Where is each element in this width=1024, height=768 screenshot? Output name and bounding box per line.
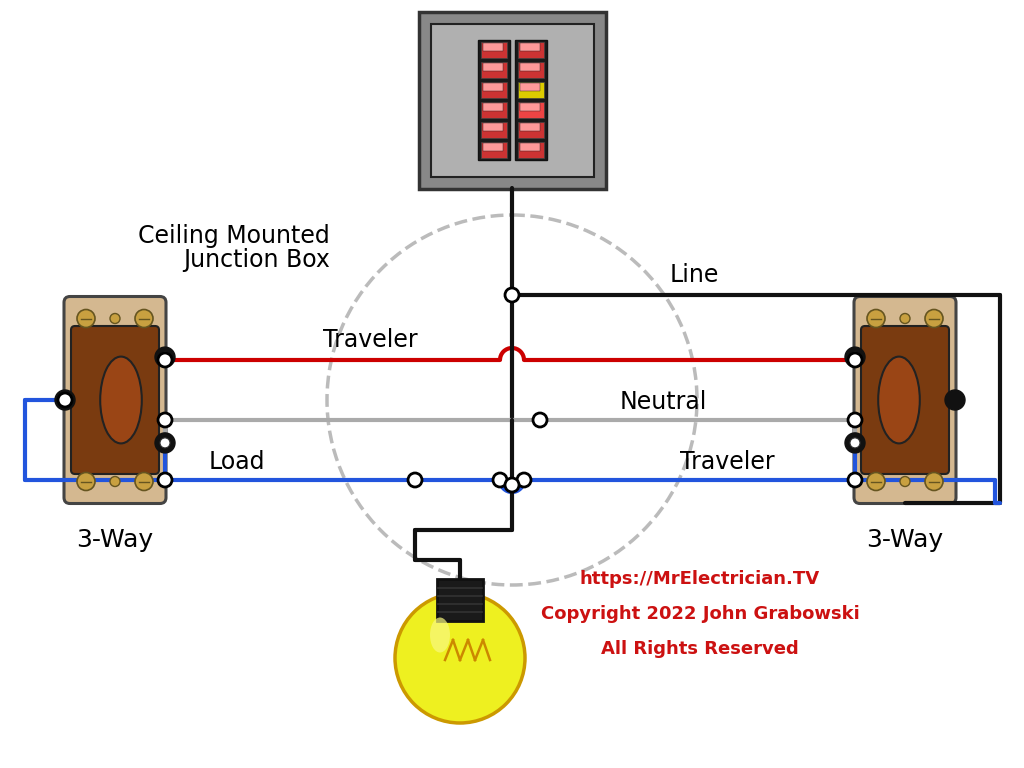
- Circle shape: [850, 438, 860, 448]
- Circle shape: [925, 472, 943, 491]
- Text: Junction Box: Junction Box: [183, 248, 330, 272]
- Bar: [480, 122, 507, 138]
- Circle shape: [848, 353, 862, 367]
- Bar: [482, 63, 503, 71]
- Circle shape: [900, 476, 910, 486]
- Text: Neutral: Neutral: [620, 390, 708, 414]
- Bar: [517, 62, 544, 78]
- Bar: [482, 83, 503, 91]
- Bar: [519, 143, 540, 151]
- Circle shape: [505, 288, 519, 302]
- Bar: [514, 40, 547, 160]
- Bar: [517, 82, 544, 98]
- Bar: [519, 103, 540, 111]
- Bar: [519, 43, 540, 51]
- Circle shape: [77, 310, 95, 327]
- Circle shape: [848, 473, 862, 487]
- Bar: [519, 123, 540, 131]
- Bar: [517, 142, 544, 158]
- Text: All Rights Reserved: All Rights Reserved: [601, 640, 799, 658]
- FancyBboxPatch shape: [437, 579, 483, 621]
- Circle shape: [110, 476, 120, 486]
- Circle shape: [158, 353, 172, 367]
- Bar: [482, 123, 503, 131]
- Circle shape: [900, 313, 910, 323]
- Bar: [519, 83, 540, 91]
- Text: 3-Way: 3-Way: [77, 528, 154, 551]
- Circle shape: [155, 433, 175, 453]
- Bar: [517, 42, 544, 58]
- Circle shape: [155, 347, 175, 367]
- Circle shape: [160, 438, 170, 448]
- Circle shape: [845, 347, 865, 367]
- Bar: [519, 63, 540, 71]
- Circle shape: [135, 310, 153, 327]
- Circle shape: [848, 413, 862, 427]
- Circle shape: [925, 310, 943, 327]
- Circle shape: [517, 473, 531, 487]
- Text: Line: Line: [670, 263, 720, 287]
- Text: Ceiling Mounted: Ceiling Mounted: [138, 224, 330, 248]
- Ellipse shape: [100, 356, 141, 443]
- Bar: [517, 102, 544, 118]
- Circle shape: [867, 472, 885, 491]
- Bar: [480, 82, 507, 98]
- Bar: [480, 102, 507, 118]
- Text: Traveler: Traveler: [323, 328, 418, 352]
- Circle shape: [493, 473, 507, 487]
- FancyBboxPatch shape: [430, 24, 594, 177]
- FancyBboxPatch shape: [854, 296, 956, 504]
- Bar: [477, 40, 510, 160]
- Circle shape: [534, 413, 547, 427]
- Circle shape: [77, 472, 95, 491]
- Text: Copyright 2022 John Grabowski: Copyright 2022 John Grabowski: [541, 605, 859, 623]
- Text: https://MrElectrician.TV: https://MrElectrician.TV: [580, 570, 820, 588]
- Text: Load: Load: [209, 450, 265, 474]
- Circle shape: [850, 352, 860, 362]
- Circle shape: [110, 313, 120, 323]
- Ellipse shape: [879, 356, 920, 443]
- Circle shape: [160, 352, 170, 362]
- Text: Traveler: Traveler: [680, 450, 774, 474]
- Circle shape: [55, 390, 75, 410]
- FancyBboxPatch shape: [71, 326, 159, 474]
- Bar: [480, 62, 507, 78]
- Bar: [517, 122, 544, 138]
- Circle shape: [135, 472, 153, 491]
- Bar: [480, 42, 507, 58]
- Bar: [482, 143, 503, 151]
- Circle shape: [845, 433, 865, 453]
- Circle shape: [408, 473, 422, 487]
- Circle shape: [945, 390, 965, 410]
- Bar: [482, 43, 503, 51]
- FancyBboxPatch shape: [63, 296, 166, 504]
- Circle shape: [505, 478, 519, 492]
- FancyBboxPatch shape: [419, 12, 605, 188]
- Circle shape: [58, 393, 72, 407]
- Ellipse shape: [430, 617, 450, 653]
- Circle shape: [158, 413, 172, 427]
- Text: 3-Way: 3-Way: [866, 528, 943, 551]
- Bar: [482, 103, 503, 111]
- Circle shape: [158, 473, 172, 487]
- Circle shape: [395, 593, 525, 723]
- Bar: [480, 142, 507, 158]
- Circle shape: [867, 310, 885, 327]
- FancyBboxPatch shape: [861, 326, 949, 474]
